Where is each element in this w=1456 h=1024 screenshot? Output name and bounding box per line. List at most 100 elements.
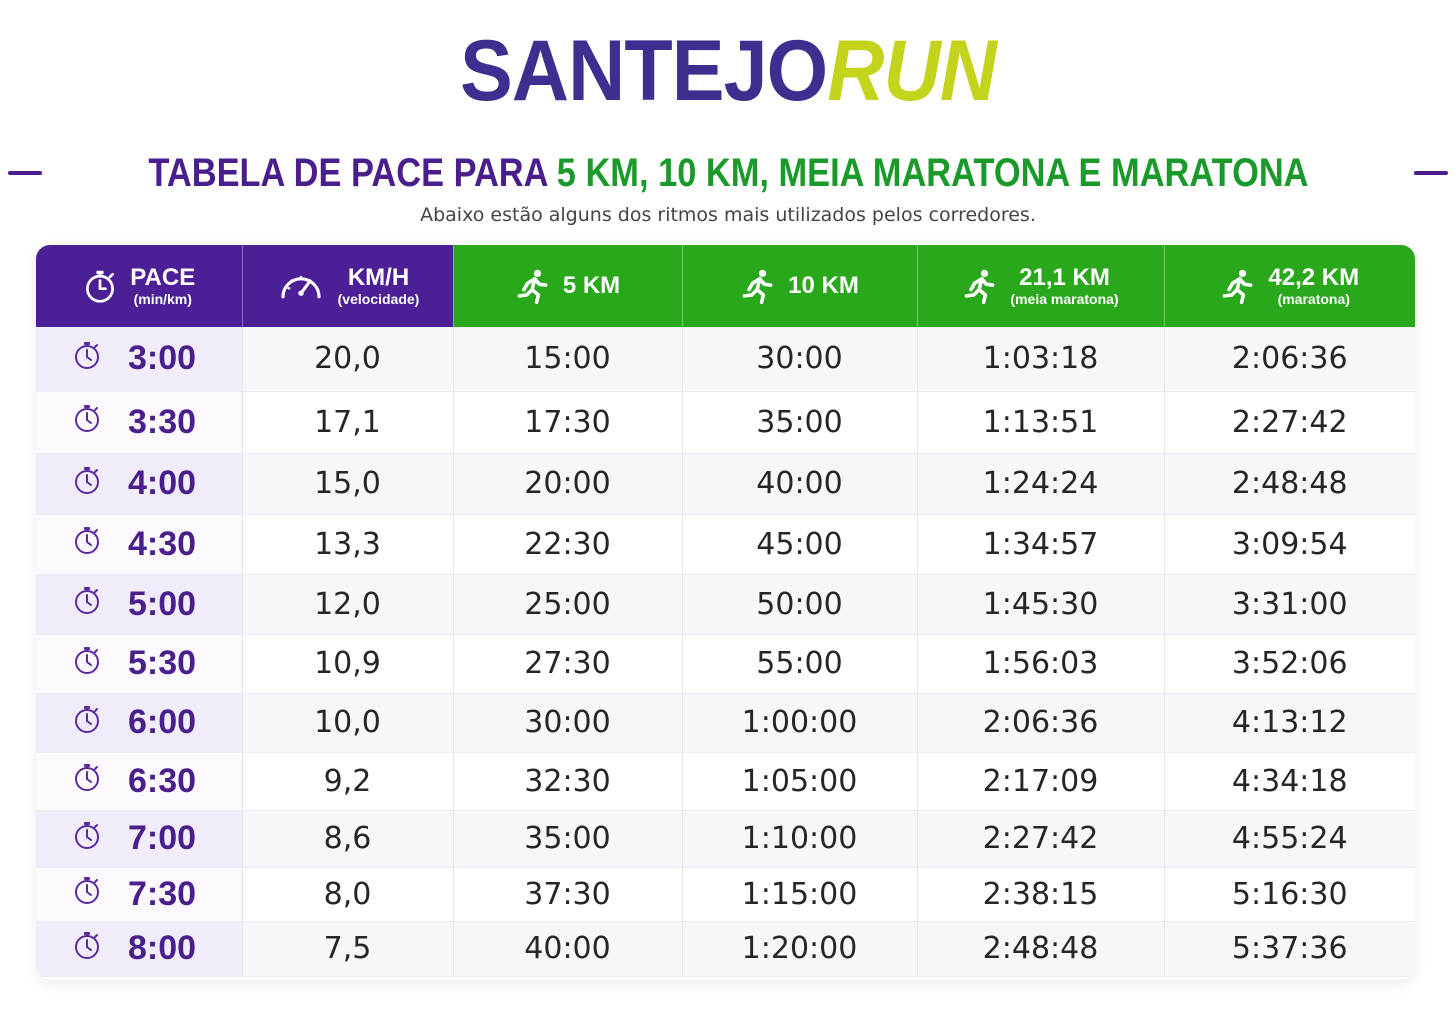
pace-cell: 3:30 bbox=[36, 391, 243, 454]
time-10km-cell: 1:10:00 bbox=[682, 810, 918, 868]
header-pace: PACE (min/km) bbox=[36, 245, 243, 327]
header-kmh-sub: (velocidade) bbox=[337, 291, 420, 308]
stopwatch-icon bbox=[72, 704, 102, 742]
stopwatch-icon bbox=[72, 820, 102, 858]
kmh-cell: 7,5 bbox=[242, 921, 454, 977]
header-21km-label: 21,1 KM bbox=[1019, 264, 1110, 292]
header-10km-label: 10 KM bbox=[788, 272, 859, 300]
time-10km-cell: 30:00 bbox=[682, 327, 918, 392]
pace-cell: 8:00 bbox=[36, 921, 243, 977]
header-pace-sub: (min/km) bbox=[133, 291, 192, 308]
brand-name-part1: SANTEJO bbox=[460, 23, 828, 119]
pace-value: 5:30 bbox=[128, 644, 197, 682]
time-42km-cell: 2:48:48 bbox=[1164, 453, 1415, 515]
time-21km-cell: 1:56:03 bbox=[917, 634, 1165, 694]
time-21km-cell: 1:24:24 bbox=[917, 453, 1165, 515]
kmh-cell: 13,3 bbox=[242, 514, 454, 575]
time-42km-cell: 2:27:42 bbox=[1164, 391, 1415, 454]
table-row: 6:00 10,0 30:00 1:00:00 2:06:36 4:13:12 bbox=[36, 693, 1415, 753]
time-10km-cell: 40:00 bbox=[682, 453, 918, 515]
header-5km-label: 5 KM bbox=[562, 272, 621, 300]
time-5km-cell: 25:00 bbox=[453, 574, 683, 635]
pace-value: 5:00 bbox=[128, 584, 197, 623]
pace-cell: 5:00 bbox=[36, 574, 243, 635]
pace-value: 7:30 bbox=[128, 874, 197, 913]
pace-cell: 5:30 bbox=[36, 634, 243, 694]
runner-icon bbox=[740, 268, 776, 304]
time-42km-cell: 3:31:00 bbox=[1164, 574, 1415, 635]
kmh-cell: 15,0 bbox=[242, 453, 454, 515]
pace-value: 3:30 bbox=[128, 402, 197, 441]
table-row: 5:00 12,0 25:00 50:00 1:45:30 3:31:00 bbox=[36, 574, 1415, 635]
kmh-cell: 17,1 bbox=[242, 391, 454, 454]
table-row: 8:00 7,5 40:00 1:20:00 2:48:48 5:37:36 bbox=[36, 921, 1415, 977]
pace-cell: 3:00 bbox=[36, 327, 243, 392]
header-5km: 5 KM bbox=[453, 245, 683, 327]
brand-logo: SANTEJORUN bbox=[58, 28, 1398, 114]
time-5km-cell: 27:30 bbox=[453, 634, 683, 694]
stopwatch-icon bbox=[72, 930, 102, 968]
time-21km-cell: 2:06:36 bbox=[917, 693, 1165, 753]
page-title: TABELA DE PACE PARA 5 KM, 10 KM, MEIA MA… bbox=[148, 151, 1308, 196]
pace-value: 4:30 bbox=[128, 524, 197, 563]
time-5km-cell: 22:30 bbox=[453, 514, 683, 575]
time-5km-cell: 40:00 bbox=[453, 921, 683, 977]
runner-icon bbox=[1220, 268, 1256, 304]
stopwatch-icon bbox=[72, 875, 102, 913]
time-21km-cell: 2:38:15 bbox=[917, 867, 1165, 922]
runner-icon bbox=[962, 268, 998, 304]
header-42km: 42,2 KM (maratona) bbox=[1164, 245, 1415, 327]
stopwatch-icon bbox=[82, 268, 118, 304]
pace-cell: 7:00 bbox=[36, 810, 243, 868]
time-5km-cell: 17:30 bbox=[453, 391, 683, 454]
pace-value: 7:00 bbox=[128, 819, 197, 857]
time-21km-cell: 2:17:09 bbox=[917, 752, 1165, 811]
pace-value: 8:00 bbox=[128, 929, 197, 967]
table-row: 3:00 20,0 15:00 30:00 1:03:18 2:06:36 bbox=[36, 327, 1415, 392]
header-42km-sub: (maratona) bbox=[1277, 291, 1350, 308]
kmh-cell: 12,0 bbox=[242, 574, 454, 635]
table-header-row: PACE (min/km) KM/H (velocidade) bbox=[36, 245, 1415, 327]
time-10km-cell: 35:00 bbox=[682, 391, 918, 454]
time-10km-cell: 45:00 bbox=[682, 514, 918, 575]
brand-name-part2: RUN bbox=[827, 23, 997, 119]
stopwatch-icon bbox=[72, 762, 102, 800]
pace-value: 3:00 bbox=[128, 339, 197, 378]
time-5km-cell: 35:00 bbox=[453, 810, 683, 868]
time-21km-cell: 1:45:30 bbox=[917, 574, 1165, 635]
time-10km-cell: 1:05:00 bbox=[682, 752, 918, 811]
header-kmh-label: KM/H bbox=[347, 264, 410, 292]
headline-bar: TABELA DE PACE PARA 5 KM, 10 KM, MEIA MA… bbox=[7, 146, 1449, 200]
pace-table-card: PACE (min/km) KM/H (velocidade) bbox=[36, 245, 1415, 980]
time-5km-cell: 37:30 bbox=[453, 867, 683, 922]
table-row: 7:30 8,0 37:30 1:15:00 2:38:15 5:16:30 bbox=[36, 867, 1415, 922]
stopwatch-icon bbox=[72, 525, 102, 563]
time-10km-cell: 50:00 bbox=[682, 574, 918, 635]
time-21km-cell: 1:13:51 bbox=[917, 391, 1165, 454]
time-21km-cell: 1:03:18 bbox=[917, 327, 1165, 392]
title-part1: TABELA DE PACE PARA bbox=[147, 150, 557, 195]
header-pace-label: PACE bbox=[130, 264, 196, 292]
kmh-cell: 8,6 bbox=[242, 810, 454, 868]
time-10km-cell: 1:20:00 bbox=[682, 921, 918, 977]
kmh-cell: 10,0 bbox=[242, 693, 454, 753]
time-21km-cell: 2:48:48 bbox=[917, 921, 1165, 977]
speedometer-icon bbox=[276, 268, 326, 304]
table-row: 6:30 9,2 32:30 1:05:00 2:17:09 4:34:18 bbox=[36, 752, 1415, 811]
kmh-cell: 10,9 bbox=[242, 634, 454, 694]
table-row: 4:00 15,0 20:00 40:00 1:24:24 2:48:48 bbox=[36, 453, 1415, 515]
time-21km-cell: 1:34:57 bbox=[917, 514, 1165, 575]
stopwatch-icon bbox=[72, 403, 102, 441]
header-42km-label: 42,2 KM bbox=[1268, 264, 1360, 292]
kmh-cell: 8,0 bbox=[242, 867, 454, 922]
time-42km-cell: 4:34:18 bbox=[1164, 752, 1415, 811]
runner-icon bbox=[515, 268, 551, 304]
time-10km-cell: 1:00:00 bbox=[682, 693, 918, 753]
header-21km: 21,1 KM (meia maratona) bbox=[917, 245, 1165, 327]
stopwatch-icon bbox=[72, 340, 102, 378]
table-row: 4:30 13,3 22:30 45:00 1:34:57 3:09:54 bbox=[36, 514, 1415, 575]
time-5km-cell: 30:00 bbox=[453, 693, 683, 753]
kmh-cell: 20,0 bbox=[242, 327, 454, 392]
table-row: 3:30 17,1 17:30 35:00 1:13:51 2:27:42 bbox=[36, 391, 1415, 454]
pace-cell: 6:30 bbox=[36, 752, 243, 811]
